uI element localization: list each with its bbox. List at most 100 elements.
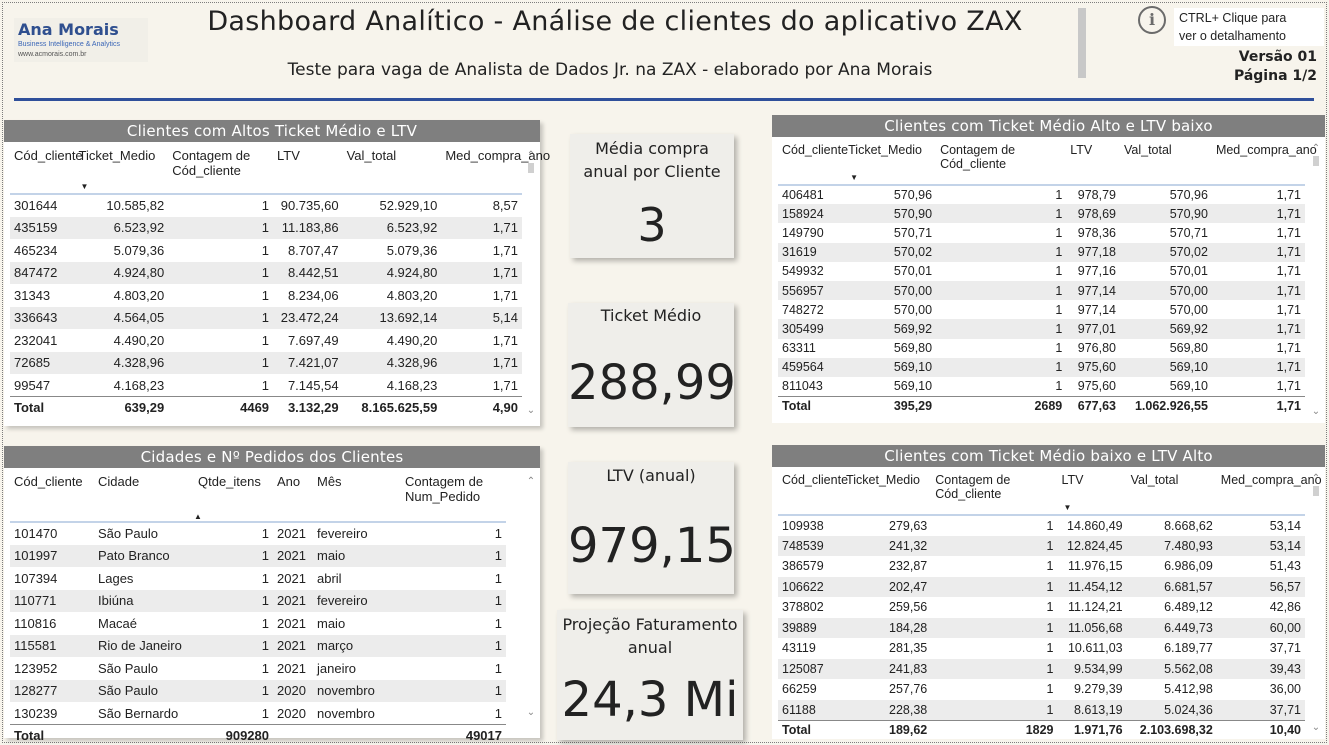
table-row[interactable]: 459564 569,10 1 975,60 569,10 1,71 [778, 357, 1305, 377]
column-header[interactable]: Contagem de Cód_cliente [940, 143, 1016, 171]
table-row[interactable]: 232041 4.490,20 1 7.697,49 4.490,20 1,71 [10, 329, 522, 352]
table-row[interactable]: 556957 570,00 1 977,14 570,00 1,71 [778, 280, 1305, 301]
table-row[interactable]: 465234 5.079,36 1 8.707,47 5.079,36 1,71 [10, 239, 522, 262]
table-row[interactable]: 31343 4.803,20 1 8.234,06 4.803,20 1,71 [10, 284, 522, 307]
scroll-down-icon[interactable]: ⌄ [526, 405, 536, 416]
table-cell: 6.523,92 [342, 216, 442, 239]
table-low-ticket-high-ltv[interactable]: Clientes com Ticket Médio baixo e LTV Al… [772, 445, 1325, 739]
column-header[interactable]: LTV [1070, 143, 1093, 157]
column-header[interactable]: Cód_cliente [14, 474, 83, 489]
table-cities-orders[interactable]: Cidades e Nº Pedidos dos Clientes Cód_cl… [4, 446, 540, 745]
table-row[interactable]: 31619 570,02 1 977,18 570,02 1,71 [778, 242, 1305, 262]
column-header[interactable]: Mês [317, 474, 342, 489]
column-header[interactable]: Ano [277, 474, 301, 489]
table-row[interactable]: 305499 569,92 1 977,01 569,92 1,71 [778, 319, 1305, 339]
scroll-down-icon[interactable]: ⌄ [1311, 406, 1321, 417]
column-header[interactable]: Contagem de Cód_cliente [172, 148, 251, 178]
column-header[interactable]: Contagem de Cód_cliente [935, 473, 1011, 501]
scroll-thumb[interactable] [1313, 486, 1319, 496]
column-header[interactable]: Cód_cliente [782, 143, 849, 157]
table-row[interactable]: 63311 569,80 1 976,80 569,80 1,71 [778, 339, 1305, 358]
table-cell: fevereiro [317, 526, 368, 542]
table-row[interactable]: 386579 232,87 1 11.976,15 6.986,09 51,43 [778, 556, 1305, 577]
table-cell: 36,00 [1269, 682, 1301, 697]
total-cell: 4469 [168, 396, 274, 419]
table-row[interactable]: 109938 279,63 1 14.860,49 8.668,62 53,14 [778, 515, 1305, 536]
scroll-up-icon[interactable]: ⌃ [526, 150, 536, 161]
table-row[interactable]: 549932 570,01 1 977,16 570,01 1,71 [778, 262, 1305, 281]
table-row[interactable]: 107394 Lages 1 2021 abril 1 [10, 567, 506, 590]
table-total-row: Total 395,29 2689 677,63 1.062.926,55 1,71 [778, 395, 1305, 416]
scrollbar[interactable]: ⌃ ⌄ [526, 150, 536, 420]
column-header[interactable]: Ticket_Medio [844, 141, 936, 185]
table-row[interactable]: 115581 Rio de Janeiro 1 2021 março 1 [10, 634, 506, 657]
scroll-up-icon[interactable]: ⌃ [1311, 143, 1321, 154]
table-row[interactable]: 110771 Ibiúna 1 2021 fevereiro 1 [10, 589, 506, 612]
info-icon[interactable]: i [1138, 6, 1166, 34]
table-cell: 1,71 [1276, 264, 1301, 279]
table-row[interactable]: 110816 Macaé 1 2021 maio 1 [10, 612, 506, 635]
table-row[interactable]: 748539 241,32 1 12.824,45 7.480,93 53,14 [778, 535, 1305, 556]
table-row[interactable]: 748272 570,00 1 977,14 570,00 1,71 [778, 300, 1305, 319]
table-row[interactable]: 149790 570,71 1 978,36 570,71 1,71 [778, 223, 1305, 242]
table-cell: 569,10 [1119, 357, 1212, 377]
column-header[interactable]: Med_compra_ano [445, 148, 551, 163]
scroll-thumb[interactable] [1313, 156, 1319, 166]
kpi-label: Ticket Médio [600, 306, 702, 325]
column-header[interactable]: Med_compra_ano [1215, 143, 1317, 157]
table-cell: 99547 [14, 377, 51, 393]
table-row[interactable]: 123952 São Paulo 1 2021 janeiro 1 [10, 657, 506, 680]
table-row[interactable]: 106622 202,47 1 11.454,12 6.681,57 56,57 [778, 576, 1305, 597]
scroll-thumb[interactable] [528, 163, 534, 173]
column-header[interactable]: Qtde_itens [194, 472, 273, 522]
scrollbar[interactable]: ⌃ ⌄ [1311, 473, 1321, 735]
table-cell: 569,80 [893, 341, 933, 356]
table-row[interactable]: 435159 6.523,92 1 11.183,86 6.523,92 1,71 [10, 216, 522, 239]
table-row[interactable]: 72685 4.328,96 1 7.421,07 4.328,96 1,71 [10, 351, 522, 374]
table-row[interactable]: 406481 570,96 1 978,79 570,96 1,71 [778, 185, 1305, 204]
table-row[interactable]: 811043 569,10 1 975,60 569,10 1,71 [778, 377, 1305, 396]
scrollbar[interactable]: ⌃ ⌄ [526, 476, 536, 722]
table-cell: Pato Branco [94, 544, 194, 567]
column-header[interactable]: Val_total [346, 148, 397, 163]
scroll-up-icon[interactable]: ⌃ [1311, 473, 1321, 484]
table-cell: 9.534,99 [1057, 658, 1127, 679]
table-row[interactable]: 101470 São Paulo 1 2021 fevereiro 1 [10, 522, 506, 545]
column-header[interactable]: Med_compra_ano [1220, 473, 1322, 487]
table-row[interactable]: 125087 241,83 1 9.534,99 5.562,08 39,43 [778, 658, 1305, 679]
table-row[interactable]: 101997 Pato Branco 1 2021 maio 1 [10, 544, 506, 567]
column-header[interactable]: Val_total [1130, 473, 1179, 487]
table-cell: 101997 [10, 544, 94, 567]
table-cell: maio [313, 544, 401, 567]
column-header[interactable]: Ticket_Medio [846, 473, 920, 487]
scroll-up-icon[interactable]: ⌃ [526, 476, 536, 487]
table-row[interactable]: 39889 184,28 1 11.056,68 6.449,73 60,00 [778, 617, 1305, 638]
table-row[interactable]: 847472 4.924,80 1 8.442,51 4.924,80 1,71 [10, 261, 522, 284]
column-header[interactable]: Cidade [98, 474, 140, 489]
table-row[interactable]: 128277 São Paulo 1 2020 novembro 1 [10, 679, 506, 702]
table-cell: 2021 [277, 570, 306, 586]
table-high-ticket-low-ltv[interactable]: Clientes com Ticket Médio Alto e LTV bai… [772, 115, 1325, 423]
table-row[interactable]: 99547 4.168,23 1 7.145,54 4.168,23 1,71 [10, 374, 522, 397]
table-row[interactable]: 301644 10.585,82 1 90.735,60 52.929,10 8,57 [10, 194, 522, 217]
total-cell: Total [10, 396, 75, 419]
column-header[interactable]: Val_total [1123, 143, 1172, 157]
column-header[interactable]: Contagem de Num_Pedido [405, 474, 484, 504]
table-row[interactable]: 336643 4.564,05 1 23.472,24 13.692,14 5,14 [10, 306, 522, 329]
table-high-ticket-high-ltv[interactable]: Clientes com Altos Ticket Médio e LTV Có… [4, 120, 551, 426]
table-row[interactable]: 158924 570,90 1 978,69 570,90 1,71 [778, 204, 1305, 224]
table-row[interactable]: 43119 281,35 1 10.611,03 6.189,77 37,71 [778, 638, 1305, 659]
table-row[interactable]: 378802 259,56 1 11.124,21 6.489,12 42,86 [778, 597, 1305, 618]
column-header[interactable]: LTV [277, 148, 300, 163]
table-row[interactable]: 61188 228,38 1 8.613,19 5.024,36 37,71 [778, 699, 1305, 720]
table-row[interactable]: 130239 São Bernardo 1 2020 novembro 1 [10, 702, 506, 725]
column-header[interactable]: Ticket_Medio [75, 146, 169, 194]
scroll-down-icon[interactable]: ⌄ [526, 707, 536, 718]
scroll-down-icon[interactable]: ⌄ [1311, 722, 1321, 733]
scrollbar[interactable]: ⌃ ⌄ [1311, 143, 1321, 419]
column-header[interactable]: LTV [1058, 471, 1127, 515]
column-header[interactable]: Cód_cliente [782, 473, 849, 487]
table-row[interactable]: 66259 257,76 1 9.279,39 5.412,98 36,00 [778, 679, 1305, 700]
column-header[interactable]: Cód_cliente [14, 148, 83, 163]
